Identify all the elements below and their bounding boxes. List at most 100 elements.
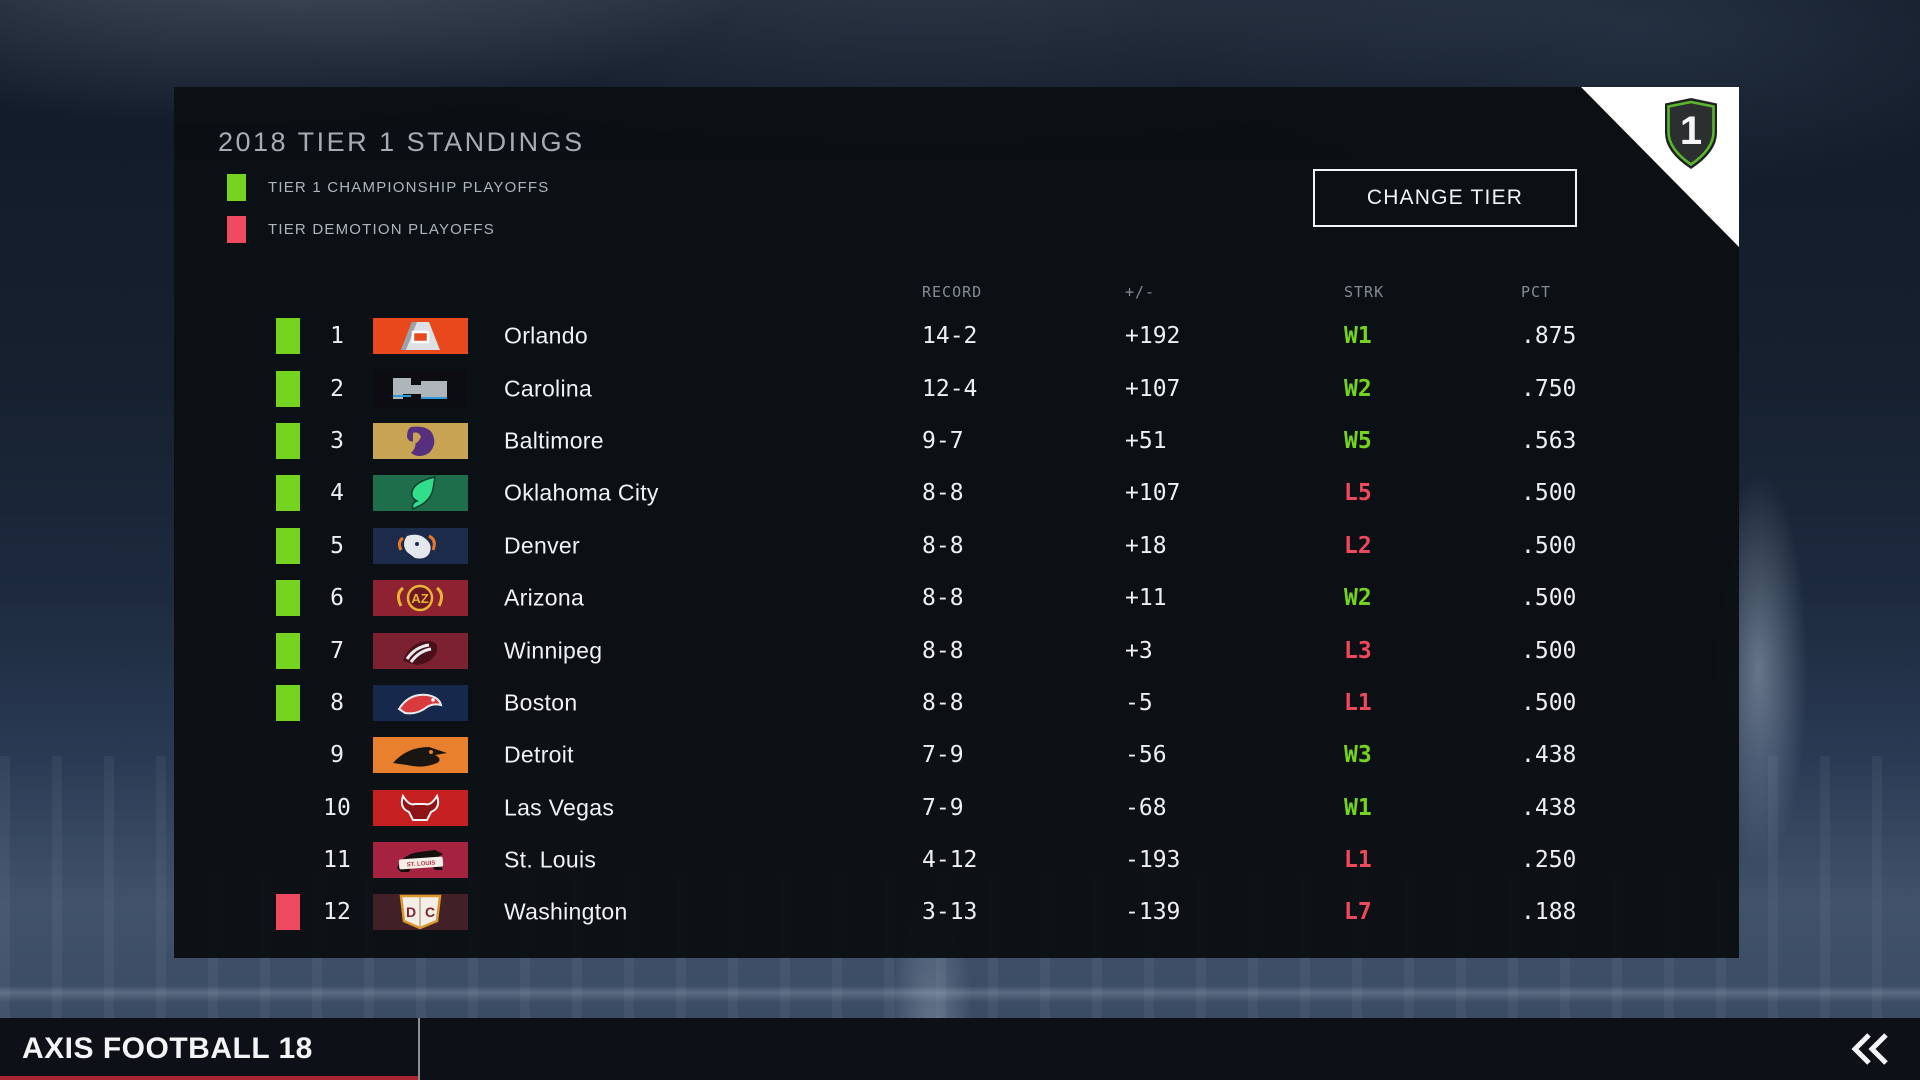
bottom-bar-right [420,1018,1920,1080]
team-record: 14-2 [922,323,978,350]
team-pct: .563 [1521,427,1577,454]
playoff-indicator [276,527,300,564]
table-header: RECORD +/- STRK PCT [174,283,1739,303]
team-point-diff: +192 [1125,323,1181,350]
team-record: 7-9 [922,742,964,769]
team-pct: .188 [1521,899,1577,926]
team-record: 12-4 [922,375,978,402]
legend-item-demotion: TIER DEMOTION PLAYOFFS [227,216,549,243]
standings-row-carolina: 2 Carolina 12-4 +107 W2 .750 [174,362,1739,414]
team-name: Arizona [504,584,585,611]
playoff-indicator [276,632,300,669]
team-name: Boston [504,689,578,716]
standings-row-baltimore: 3 Baltimore 9-7 +51 W5 .563 [174,415,1739,467]
team-pct: .500 [1521,689,1577,716]
team-streak: L3 [1344,637,1372,664]
bottom-bar: AXIS FOOTBALL 18 [0,1018,1920,1080]
team-point-diff: -56 [1125,742,1167,769]
team-pct: .438 [1521,794,1577,821]
standings-row-orlando: 1 Orlando 14-2 +192 W1 .875 [174,310,1739,362]
standings-row-detroit: 9 Detroit 7-9 -56 W3 .438 [174,729,1739,781]
team-logo-arizona: AZ [373,580,468,617]
collapse-double-left-chevron-icon[interactable] [1848,1033,1894,1065]
team-point-diff: +107 [1125,480,1181,507]
team-record: 8-8 [922,532,964,559]
team-name: Oklahoma City [504,479,659,506]
svg-text:C: C [425,904,435,920]
team-pct: .250 [1521,847,1577,874]
playoff-indicator [276,842,300,878]
team-name: Winnipeg [504,637,603,664]
legend-label-championship: TIER 1 CHAMPIONSHIP PLAYOFFS [268,179,550,196]
team-rank: 12 [323,899,351,926]
team-logo-winnipeg [373,632,468,669]
team-point-diff: -193 [1125,847,1181,874]
team-name: Denver [504,532,580,559]
standings-row-arizona: 6 AZ Arizona 8-8 +11 W2 .500 [174,572,1739,624]
team-logo-lasvegas [373,789,468,826]
team-pct: .500 [1521,637,1577,664]
team-streak: W5 [1344,427,1372,454]
team-record: 8-8 [922,480,964,507]
team-pct: .500 [1521,585,1577,612]
change-tier-button[interactable]: CHANGE TIER [1313,169,1577,227]
team-logo-baltimore [373,422,468,459]
team-record: 3-13 [922,899,978,926]
standings-row-boston: 8 Boston 8-8 -5 L1 .500 [174,677,1739,729]
team-rank: 5 [330,532,344,559]
team-pct: .500 [1521,532,1577,559]
team-record: 8-8 [922,585,964,612]
team-streak: W1 [1344,323,1372,350]
playoff-indicator [276,422,300,459]
playoff-indicator [276,475,300,512]
team-streak: L5 [1344,480,1372,507]
team-streak: L1 [1344,847,1372,874]
standings-row-okc: 4 Oklahoma City 8-8 +107 L5 .500 [174,467,1739,519]
standings-row-lasvegas: 10 Las Vegas 7-9 -68 W1 .438 [174,782,1739,834]
column-header-record: RECORD [922,283,983,301]
team-record: 7-9 [922,794,964,821]
tier-badge-number: 1 [1680,109,1702,153]
team-streak: W2 [1344,585,1372,612]
team-pct: .500 [1521,480,1577,507]
team-pct: .875 [1521,323,1577,350]
team-logo-washington: D C [373,894,468,931]
team-rank: 11 [323,847,351,874]
team-streak: L1 [1344,689,1372,716]
demotion-color-swatch [227,216,246,243]
column-header-pct: PCT [1521,283,1552,301]
team-streak: W2 [1344,375,1372,402]
legend: TIER 1 CHAMPIONSHIP PLAYOFFS TIER DEMOTI… [227,174,549,258]
team-logo-detroit [373,737,468,774]
team-logo-carolina [373,370,468,407]
playoff-indicator [276,370,300,407]
page-title: 2018 TIER 1 STANDINGS [218,127,585,157]
team-name: Washington [504,898,628,925]
standings-row-stlouis: 11 ST. LOUIS St. Louis 4-12 -193 L1 .250 [174,834,1739,886]
team-rank: 1 [330,323,344,350]
team-record: 8-8 [922,637,964,664]
legend-label-demotion: TIER DEMOTION PLAYOFFS [268,221,495,238]
team-pct: .750 [1521,375,1577,402]
team-streak: L2 [1344,532,1372,559]
team-streak: W1 [1344,794,1372,821]
team-name: Baltimore [504,427,604,454]
team-rank: 6 [330,585,344,612]
standings-panel: 2018 TIER 1 STANDINGS TIER 1 CHAMPIONSHI… [174,87,1739,958]
tier-badge-shield-icon: 1 [1665,98,1717,169]
championship-color-swatch [227,174,246,201]
team-point-diff: -68 [1125,794,1167,821]
team-point-diff: +107 [1125,375,1181,402]
column-header-streak: STRK [1344,283,1385,301]
playoff-indicator [276,684,300,721]
team-logo-orlando [373,318,468,355]
svg-text:D: D [406,904,416,920]
legend-item-championship: TIER 1 CHAMPIONSHIP PLAYOFFS [227,174,549,201]
column-header-plus-minus: +/- [1125,283,1156,301]
team-point-diff: +51 [1125,427,1167,454]
svg-text:AZ: AZ [411,591,428,606]
corner-ribbon: 1 [1581,87,1739,247]
team-point-diff: -5 [1125,689,1153,716]
game-title: AXIS FOOTBALL 18 [22,1032,313,1065]
team-record: 9-7 [922,427,964,454]
